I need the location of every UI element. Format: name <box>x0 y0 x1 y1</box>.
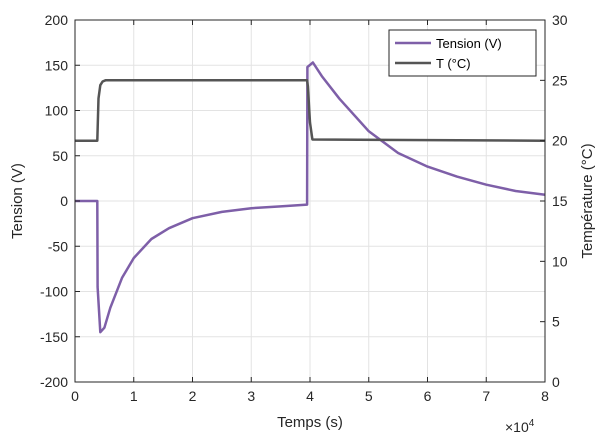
y-right-tick-label: 10 <box>552 253 568 269</box>
y-left-tick-label: -100 <box>40 284 68 300</box>
y-right-tick-label: 0 <box>552 374 560 390</box>
y-left-tick-label: 200 <box>45 12 69 28</box>
y-right-tick-label: 25 <box>552 72 568 88</box>
series-line-tension <box>75 61 546 334</box>
tick-labels: 0 1 2 3 4 5 6 7 8200150100500-50-100-150-2003025… <box>40 12 568 404</box>
y-right-tick-label: 30 <box>552 12 568 28</box>
legend-entry-temperature: T (°C) <box>436 56 471 71</box>
y-left-tick-label: 50 <box>52 148 68 164</box>
x-tick-label: 5 <box>365 388 373 404</box>
x-tick-label: 1 <box>130 388 138 404</box>
y-left-tick-label: 0 <box>60 193 68 209</box>
y-right-tick-label: 5 <box>552 314 560 330</box>
legend-box <box>388 29 537 77</box>
x-axis-label: Temps (s) <box>277 414 343 431</box>
series-lines <box>75 61 546 334</box>
x-tick-label: 4 <box>306 388 314 404</box>
x-axis-exponent: ×104 <box>505 418 535 435</box>
series-line-temperature <box>75 79 546 142</box>
y-right-tick-label: 15 <box>552 193 568 209</box>
y-axis-right-label: Température (°C) <box>579 143 596 258</box>
y-left-tick-label: -200 <box>40 374 68 390</box>
y-left-tick-label: -50 <box>48 238 68 254</box>
ticks <box>74 19 546 383</box>
legend: Tension (V) T (°C) <box>388 29 537 77</box>
x-tick-label: 8 <box>541 388 549 404</box>
y-left-tick-label: -150 <box>40 329 68 345</box>
y-right-tick-label: 20 <box>552 133 568 149</box>
x-tick-label: 7 <box>482 388 490 404</box>
x-tick-label: 6 <box>424 388 432 404</box>
y-left-tick-label: 100 <box>45 103 69 119</box>
x-exponent-base: ×10 <box>505 419 529 435</box>
legend-entry-tension: Tension (V) <box>436 36 502 51</box>
x-tick-label: 3 <box>247 388 255 404</box>
y-axis-left-label: Tension (V) <box>9 163 26 239</box>
y-left-tick-label: 150 <box>45 57 69 73</box>
x-exponent-power: 4 <box>529 418 535 429</box>
x-tick-label: 2 <box>189 388 197 404</box>
x-tick-label: 0 <box>71 388 79 404</box>
